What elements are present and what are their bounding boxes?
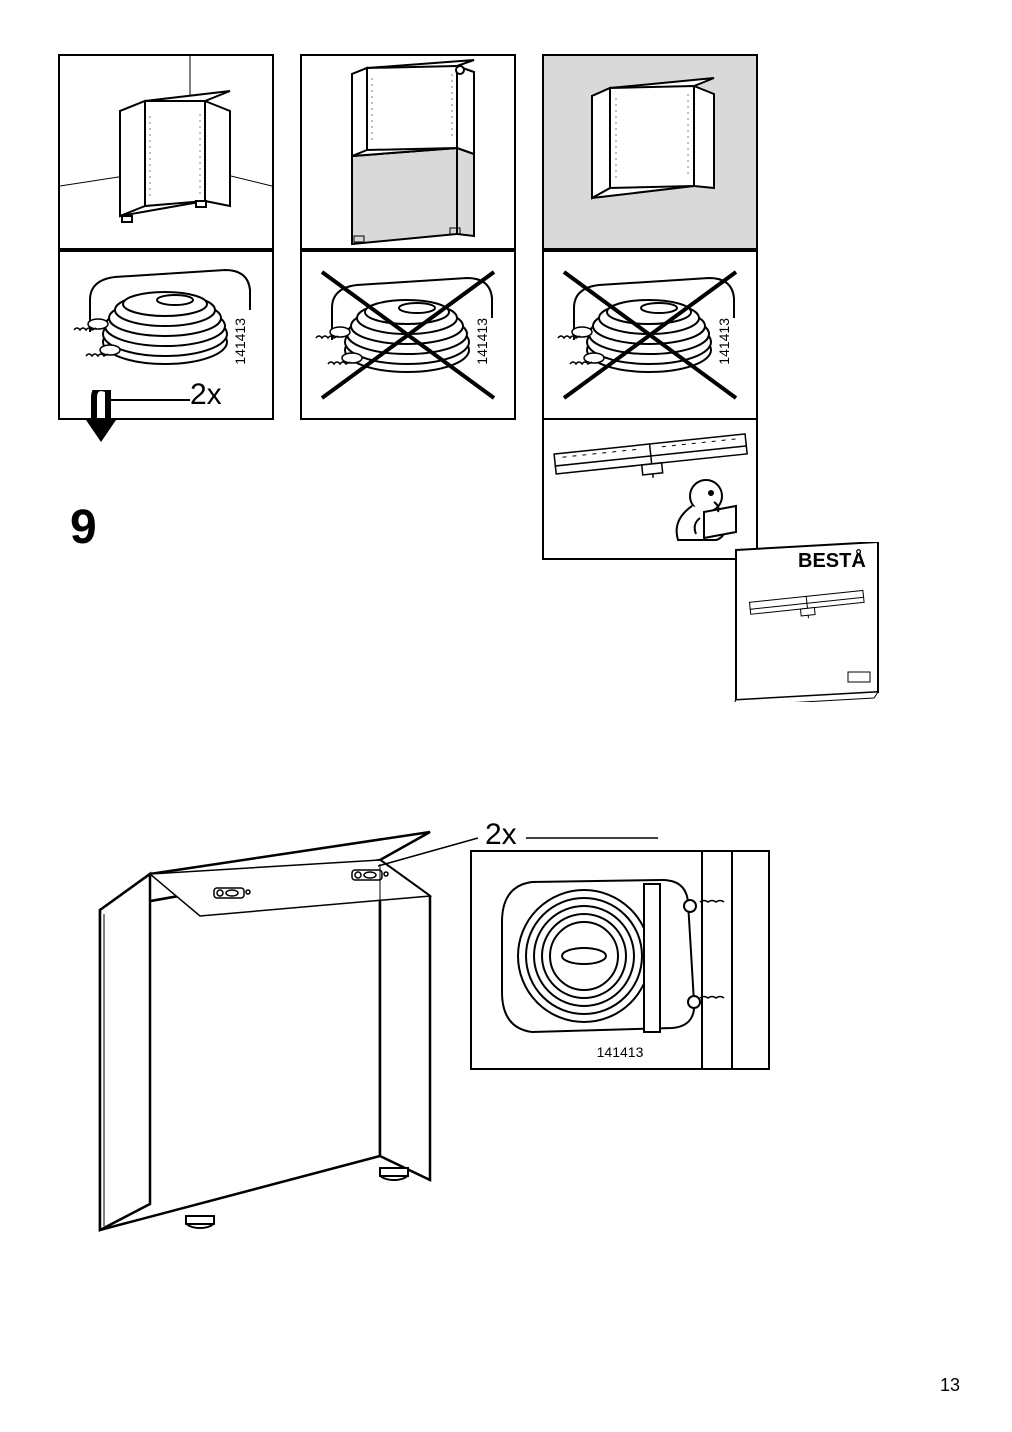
panel-wallmount-scene <box>542 54 758 250</box>
assembly-page: 2x 141413 <box>0 0 1012 1432</box>
panel-floor-standing-scene <box>58 54 274 250</box>
panel-foot-detail: 141413 <box>470 850 770 1070</box>
page-number: 13 <box>940 1375 960 1396</box>
qty-label-detail: 2x <box>485 818 517 852</box>
step-number: 9 <box>70 500 97 555</box>
booklet-title: BESTÅ <box>798 550 866 573</box>
referenced-booklet: BESTÅ <box>732 542 882 702</box>
part-id-col2: 141413 <box>474 318 490 365</box>
floor-standing-cabinet-drawing <box>60 56 272 248</box>
cabinet-bottom-view <box>60 820 460 1250</box>
arrow-continue-icon <box>70 390 200 450</box>
panel-stacked-scene <box>300 54 516 250</box>
panel-wallmount-rail <box>542 420 758 560</box>
wallmount-cabinet-drawing <box>544 56 756 248</box>
part-id-col3: 141413 <box>716 318 732 365</box>
part-id-col1: 141413 <box>232 318 248 365</box>
foot-detail-drawing <box>472 852 768 1068</box>
suspension-rail-drawing <box>544 420 756 556</box>
part-id-detail: 141413 <box>580 1044 660 1060</box>
stacked-cabinets-drawing <box>302 56 514 248</box>
